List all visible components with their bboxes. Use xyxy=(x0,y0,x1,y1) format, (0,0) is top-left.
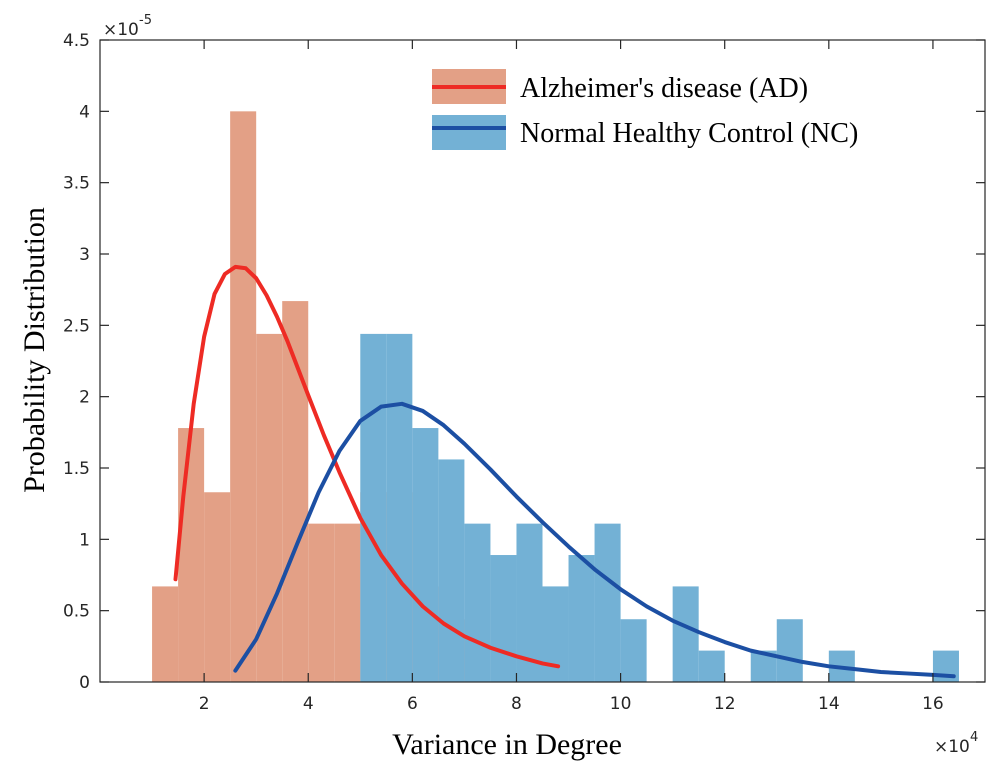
legend-label-ad: Alzheimer's disease (AD) xyxy=(520,73,808,104)
x-tick-label: 12 xyxy=(714,694,736,714)
density-curve-ad xyxy=(173,264,561,669)
bar-nc xyxy=(776,619,803,682)
bar-nc xyxy=(464,523,491,682)
y-tick-label: 2.5 xyxy=(63,316,90,336)
bar-ad xyxy=(178,428,205,682)
y-tick-label: 0 xyxy=(79,673,90,693)
x-tick-label: 10 xyxy=(610,694,632,714)
x-tick-label: 6 xyxy=(407,694,418,714)
x-tick-label: 8 xyxy=(511,694,522,714)
histogram-bars xyxy=(152,111,959,682)
x-multiplier-exponent: 4 xyxy=(970,730,978,745)
x-tick-label: 16 xyxy=(922,694,944,714)
bar-ad xyxy=(152,586,179,682)
x-tick-label: 2 xyxy=(199,694,210,714)
bar-nc xyxy=(672,586,699,682)
y-axis-title: Probability Distribution xyxy=(18,207,51,493)
bar-nc xyxy=(438,459,465,682)
bar-nc xyxy=(568,555,595,682)
y-axis-multiplier: ×10 -5 xyxy=(103,13,152,40)
density-curves xyxy=(173,264,956,679)
bar-nc xyxy=(594,523,621,682)
density-curve-nc xyxy=(233,401,956,679)
y-multiplier-base: ×10 xyxy=(103,20,139,40)
legend-item-nc: Normal Healthy Control (NC) xyxy=(432,115,858,150)
axis-ticks: 2 4 6 8 10 12 14 16 0 0.5 1 1.5 2 2.5 3 3.5 4 4.5 xyxy=(63,31,985,714)
y-tick-label: 3.5 xyxy=(63,174,90,194)
y-tick-label: 0.5 xyxy=(63,602,90,622)
y-tick-label: 3 xyxy=(79,245,90,265)
y-tick-label: 1 xyxy=(79,530,90,550)
x-multiplier-base: ×10 xyxy=(934,737,970,757)
bar-nc xyxy=(620,619,647,682)
bar-nc xyxy=(360,333,387,682)
x-tick-label: 4 xyxy=(303,694,314,714)
bar-nc xyxy=(412,428,439,682)
bar-ad xyxy=(334,523,361,682)
bar-nc xyxy=(386,333,413,682)
legend-item-ad: Alzheimer's disease (AD) xyxy=(432,69,808,104)
bar-ad xyxy=(204,492,231,682)
legend-label-nc: Normal Healthy Control (NC) xyxy=(520,118,858,149)
bar-nc xyxy=(490,555,517,682)
x-axis-multiplier: ×10 4 xyxy=(934,730,978,757)
legend-swatch-nc xyxy=(432,115,506,150)
y-tick-label: 1.5 xyxy=(63,459,90,479)
y-multiplier-exponent: -5 xyxy=(139,13,152,28)
bar-ad xyxy=(230,111,257,682)
bar-nc xyxy=(698,650,725,682)
y-tick-label: 4 xyxy=(79,102,90,122)
bar-ad xyxy=(256,333,283,682)
legend: Alzheimer's disease (AD) Normal Healthy … xyxy=(432,69,858,150)
axes-box xyxy=(99,39,986,683)
y-tick-label: 4.5 xyxy=(63,31,90,51)
x-tick-label: 14 xyxy=(818,694,840,714)
x-axis-title: Variance in Degree xyxy=(392,728,622,761)
y-tick-label: 2 xyxy=(79,388,90,408)
bar-ad xyxy=(308,523,335,682)
